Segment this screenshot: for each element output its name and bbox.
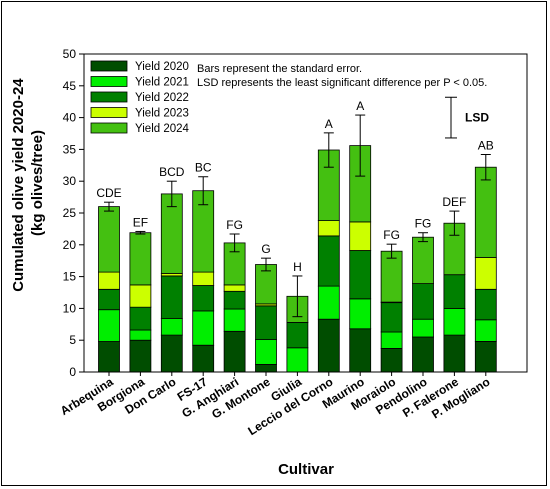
bar-segment-5 xyxy=(474,166,497,258)
bar-segment-2 xyxy=(474,319,497,342)
bar-segment-3 xyxy=(223,290,246,310)
legend-swatch xyxy=(90,76,128,87)
y-tick-label: 20 xyxy=(63,238,77,252)
error-bars-layer xyxy=(104,114,491,318)
bar-segment-2 xyxy=(129,329,152,341)
legend-label: Yield 2022 xyxy=(135,92,189,104)
y-tick-label: 0 xyxy=(69,365,76,379)
bar-segment-1 xyxy=(160,334,183,373)
bar-segment-1 xyxy=(380,348,403,373)
bar-segment-4 xyxy=(349,221,372,251)
bar-segment-1 xyxy=(223,330,246,373)
bar-segment-3 xyxy=(317,235,340,287)
significance-letters-layer: CDE EF BCD BC FG G H A A FG FG DEF AB xyxy=(96,99,493,274)
bar-segment-5 xyxy=(98,206,120,273)
bar-segment-1 xyxy=(255,363,277,373)
significance-letter: A xyxy=(325,117,333,131)
legend-swatch xyxy=(90,122,128,134)
significance-letter: FG xyxy=(383,228,400,242)
bar-segment-3 xyxy=(443,274,466,309)
bar-segment-2 xyxy=(443,307,466,336)
bar-segment-4 xyxy=(129,284,152,308)
significance-letter: FG xyxy=(226,218,243,232)
bar-segment-5 xyxy=(380,250,403,303)
legend-swatch xyxy=(90,60,128,72)
bar-segment-2 xyxy=(192,310,215,346)
bar-segment-1 xyxy=(474,341,497,373)
significance-letter: FG xyxy=(415,217,432,231)
bar-segment-2 xyxy=(412,318,434,338)
bar-segment-1 xyxy=(129,339,152,373)
x-axis-label: Cultivar xyxy=(278,461,334,478)
y-tick-label: 10 xyxy=(63,301,77,315)
bar-segment-3 xyxy=(255,305,277,340)
bar-segment-3 xyxy=(349,250,372,300)
bar-segment-1 xyxy=(192,344,215,373)
bar-segment-2 xyxy=(255,339,277,365)
bar-segment-3 xyxy=(129,306,152,331)
bar-segment-4 xyxy=(223,284,246,292)
y-tick-label: 15 xyxy=(63,270,77,284)
legend-label: Yield 2021 xyxy=(135,77,189,89)
y-tick-label: 30 xyxy=(63,174,77,188)
bar-segment-5 xyxy=(129,232,152,286)
significance-letter: BC xyxy=(195,161,212,175)
legend-swatch xyxy=(90,107,128,118)
y-tick-label: 25 xyxy=(63,206,77,220)
bars-layer xyxy=(98,145,497,373)
y-tick-label: 45 xyxy=(63,79,77,93)
bar-segment-4 xyxy=(98,271,120,290)
note-lsd: LSD represents the least significant dif… xyxy=(197,77,487,89)
bar-segment-2 xyxy=(317,285,340,320)
significance-letter: CDE xyxy=(96,186,121,200)
bar-segment-1 xyxy=(412,336,434,373)
significance-letter: A xyxy=(356,99,364,113)
significance-letter: BCD xyxy=(159,165,185,179)
y-tick-label: 40 xyxy=(63,111,77,125)
bar-segment-4 xyxy=(474,257,497,290)
significance-letter: H xyxy=(293,260,302,274)
y-ticks-layer: 0 5 10 15 20 25 30 35 40 45 50 xyxy=(63,47,84,379)
significance-letter: AB xyxy=(478,138,494,152)
bar-segment-2 xyxy=(286,347,309,373)
bar-segment-1 xyxy=(98,341,120,373)
bar-segment-3 xyxy=(380,302,403,333)
y-axis-label: Cumulated olive yield 2020-24 (kg olives… xyxy=(10,74,46,292)
legend: Yield 2020 Yield 2021 Yield 2022 Yield 2023… xyxy=(90,60,190,135)
bar-segment-2 xyxy=(98,309,120,342)
y-tick-label: 5 xyxy=(69,333,76,347)
note-standard-error: Bars represent the standard error. xyxy=(197,63,362,75)
bar-segment-1 xyxy=(443,334,466,373)
bar-segment-3 xyxy=(412,283,434,320)
bar-segment-2 xyxy=(223,308,246,332)
significance-letter: G xyxy=(261,242,270,256)
significance-letter: DEF xyxy=(442,195,466,209)
legend-label: Yield 2023 xyxy=(135,108,189,120)
bar-segment-1 xyxy=(317,318,340,373)
legend-label: Yield 2020 xyxy=(135,61,189,73)
bar-segment-5 xyxy=(412,236,434,284)
bar-segment-2 xyxy=(160,318,183,336)
bar-segment-1 xyxy=(349,328,372,373)
bar-segment-3 xyxy=(474,288,497,321)
y-tick-label: 35 xyxy=(63,142,77,156)
bar-segment-2 xyxy=(349,298,372,330)
significance-letter: EF xyxy=(133,215,148,229)
bar-segment-3 xyxy=(160,275,183,319)
bar-segment-4 xyxy=(317,220,340,237)
bar-segment-3 xyxy=(286,321,309,349)
lsd-bar: LSD xyxy=(445,96,489,139)
legend-label: Yield 2024 xyxy=(135,123,190,135)
bar-segment-3 xyxy=(192,285,215,312)
y-tick-label: 50 xyxy=(63,47,77,61)
lsd-label: LSD xyxy=(465,111,489,125)
bar-segment-3 xyxy=(98,288,120,311)
bar-segment-4 xyxy=(192,271,215,286)
bar-segment-2 xyxy=(380,331,403,349)
legend-swatch xyxy=(90,91,128,103)
